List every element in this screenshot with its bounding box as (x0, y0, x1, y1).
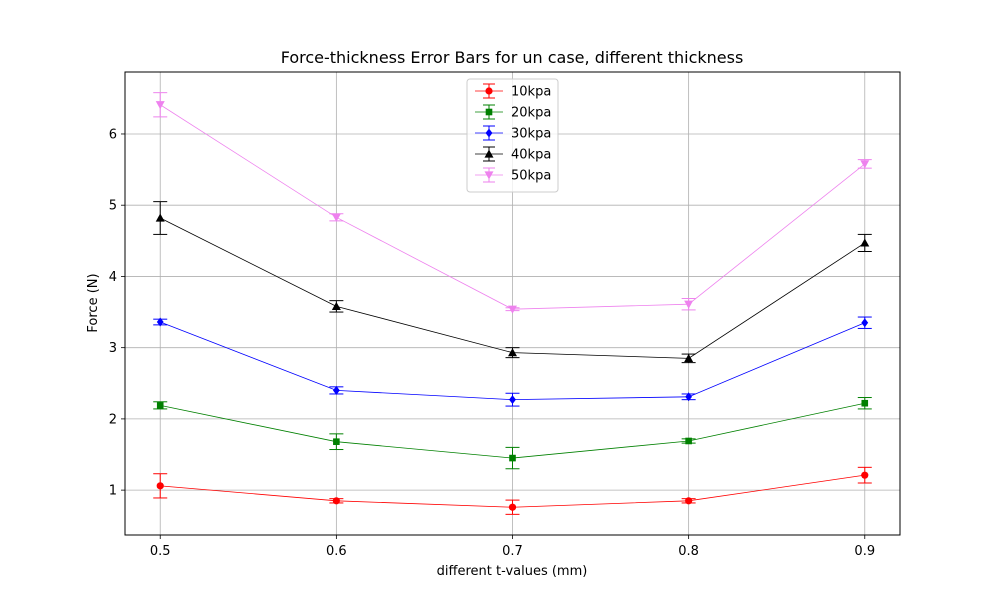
y-tick-label: 1 (109, 484, 117, 499)
axis-ticks: 0.5 0.6 0.7 0.8 0.9 1 2 3 4 5 6 (109, 127, 875, 559)
data-point (684, 300, 694, 309)
legend-label: 20kpa (511, 106, 551, 121)
series-10kpa (153, 466, 872, 515)
y-tick-label: 2 (109, 412, 117, 427)
series-20kpa (153, 397, 872, 470)
y-tick-label: 5 (109, 199, 117, 214)
data-point (684, 353, 694, 362)
data-point (332, 385, 340, 395)
data-point (332, 497, 340, 505)
data-point (685, 392, 693, 402)
chart-title: Force-thickness Error Bars for un case, … (281, 48, 744, 67)
data-point (861, 399, 869, 407)
x-tick-label: 0.6 (326, 544, 347, 559)
legend-marker (485, 87, 493, 95)
x-tick-label: 0.7 (502, 544, 523, 559)
legend-label: 30kpa (511, 127, 551, 142)
data-point (861, 318, 869, 328)
legend-marker (485, 128, 493, 138)
legend-entry: 20kpa (475, 104, 551, 121)
data-point (155, 213, 165, 222)
series-40kpa (153, 201, 872, 364)
data-point (508, 305, 517, 314)
data-point (508, 348, 517, 357)
data-point (861, 471, 869, 479)
data-point (155, 101, 165, 110)
legend: 10kpa 20kpa 30kpa 40kpa 50kpa (466, 78, 559, 193)
x-tick-label: 0.9 (854, 544, 875, 559)
x-tick-label: 0.8 (678, 544, 699, 559)
legend-marker (485, 108, 493, 116)
data-point (331, 213, 341, 222)
legend-entry: 40kpa (475, 146, 551, 163)
y-tick-label: 4 (109, 270, 117, 285)
x-axis-title: different t-values (mm) (437, 564, 588, 579)
legend-marker (484, 149, 494, 158)
data-point (860, 160, 870, 169)
data-point (156, 402, 164, 409)
data-point (685, 497, 693, 505)
legend-box (466, 78, 559, 193)
legend-label: 50kpa (511, 169, 551, 184)
data-point (333, 438, 340, 445)
data-point (685, 437, 692, 445)
data-point (508, 503, 517, 511)
legend-label: 10kpa (511, 85, 551, 100)
data-point (509, 395, 516, 405)
data-point (156, 317, 164, 327)
y-tick-label: 3 (109, 341, 117, 356)
legend-label: 40kpa (511, 148, 551, 163)
y-axis-title: Force (N) (86, 273, 101, 332)
legend-marker (484, 171, 494, 180)
legend-entry: 10kpa (475, 83, 551, 100)
data-point (509, 454, 516, 462)
series-30kpa (153, 316, 872, 407)
y-tick-label: 6 (109, 127, 117, 142)
x-tick-label: 0.5 (150, 544, 171, 559)
data-point (156, 482, 164, 490)
series-50kpa (153, 92, 872, 314)
plot-area (153, 92, 872, 515)
data-point (331, 301, 341, 310)
data-point (860, 238, 870, 247)
legend-entry: 30kpa (475, 125, 551, 142)
legend-entry: 50kpa (475, 167, 551, 184)
